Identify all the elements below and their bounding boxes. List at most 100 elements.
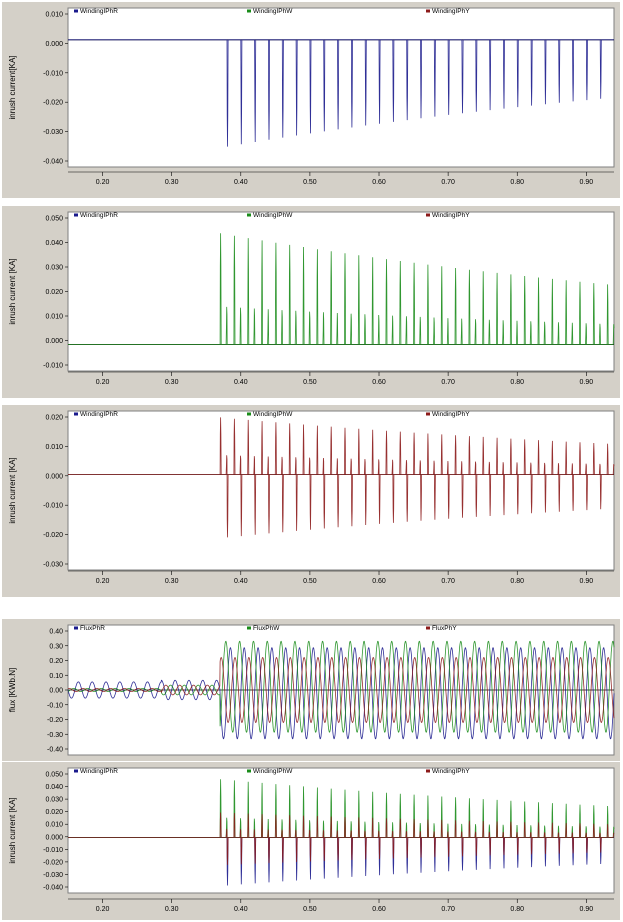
y-axis-label: inrush current[KA] [8, 55, 17, 119]
legend-label: WindingIPhW [253, 212, 293, 219]
x-tick-label: 0.80 [510, 179, 524, 186]
x-tick-label: 0.60 [372, 906, 386, 913]
chart-svg: 0.020 0.010 0.000 -0.010 -0.020 -0.030 inrush … [8, 410, 615, 585]
x-tick-label: 0.80 [510, 906, 524, 913]
x-tick-label: 0.50 [303, 578, 317, 585]
y-axis-label: inrush current [KA] [8, 797, 17, 863]
inrush-current-chart-three-phase: 0.050 0.040 0.030 0.020 0.010 0.000 -0.010 -0.0… [2, 762, 620, 920]
inrush-current-chart-phase-y: 0.020 0.010 0.000 -0.010 -0.020 -0.030 inrush … [2, 405, 620, 597]
series-line-WindingIPhY [68, 812, 615, 865]
legend-swatch [247, 626, 251, 630]
chart-svg: 0.050 0.040 0.030 0.020 0.010 0.000 -0.010 inru… [8, 211, 615, 386]
y-tick-label: -0.040 [43, 159, 63, 166]
series-line-FluxPhY [67, 656, 615, 724]
y-tick-label: -0.030 [43, 562, 63, 569]
chart-svg: 0.050 0.040 0.030 0.020 0.010 0.000 -0.010 -0.0… [8, 767, 615, 913]
y-tick-label: -0.020 [43, 100, 63, 107]
legend-label: WindingIPhR [80, 8, 118, 15]
chart-svg: 0.010 0.000 -0.010 -0.020 -0.030 -0.040 inrush… [8, 7, 615, 186]
y-tick-label: 0.020 [45, 809, 63, 816]
legend-swatch [74, 9, 78, 13]
legend-swatch [426, 213, 430, 217]
x-tick-label: 0.80 [510, 379, 524, 386]
y-tick-label: 0.020 [45, 415, 63, 422]
x-tick-label: 0.20 [96, 179, 110, 186]
x-tick-label: 0.70 [441, 179, 455, 186]
x-tick-label: 0.70 [441, 906, 455, 913]
x-tick-label: 0.50 [303, 179, 317, 186]
chart-svg: 0.40 0.30 0.20 0.10 0.00 -0.10 -0.20 -0.30 -0.40… [8, 624, 615, 756]
x-tick-label: 0.90 [580, 578, 594, 585]
legend-swatch [74, 769, 78, 773]
x-tick-label: 0.20 [96, 906, 110, 913]
x-tick-label: 0.60 [372, 179, 386, 186]
y-tick-label: -0.020 [43, 532, 63, 539]
y-tick-label: 0.30 [49, 643, 63, 650]
legend-swatch [74, 412, 78, 416]
legend-swatch [74, 213, 78, 217]
y-tick-label: 0.40 [49, 629, 63, 636]
y-tick-label: -0.010 [43, 503, 63, 510]
legend-label: WindingIPhY [432, 8, 470, 15]
x-tick-label: 0.50 [303, 379, 317, 386]
legend-swatch [247, 9, 251, 13]
legend-label: WindingIPhY [432, 212, 470, 219]
flux-chart-three-phase: 0.40 0.30 0.20 0.10 0.00 -0.10 -0.20 -0.30 -0.40… [2, 619, 620, 761]
y-axis-label: flux [KWb.N] [8, 668, 17, 712]
x-tick-label: 0.70 [441, 379, 455, 386]
x-tick-label: 0.30 [165, 179, 179, 186]
legend-swatch [426, 626, 430, 630]
y-tick-label: 0.010 [45, 822, 63, 829]
x-tick-label: 0.50 [303, 906, 317, 913]
x-tick-label: 0.40 [234, 379, 248, 386]
inrush-current-chart-phase-w: 0.050 0.040 0.030 0.020 0.010 0.000 -0.010 inru… [2, 206, 620, 398]
inrush-current-chart-phase-r: 0.010 0.000 -0.010 -0.020 -0.030 -0.040 inrush… [2, 2, 620, 198]
series-line-WindingIPhW [68, 233, 615, 345]
y-tick-label: 0.10 [49, 673, 63, 680]
legend-swatch [426, 769, 430, 773]
y-tick-label: 0.050 [45, 772, 63, 779]
y-tick-label: -0.010 [43, 70, 63, 77]
plot-area [67, 767, 615, 894]
x-tick-label: 0.90 [580, 906, 594, 913]
x-tick-label: 0.40 [234, 179, 248, 186]
x-tick-label: 0.20 [96, 379, 110, 386]
x-tick-label: 0.20 [96, 578, 110, 585]
x-tick-label: 0.80 [510, 578, 524, 585]
y-tick-label: 0.040 [45, 784, 63, 791]
y-axis-label: inrush current [KA] [8, 258, 17, 324]
legend-swatch [426, 9, 430, 13]
y-tick-label: 0.010 [45, 444, 63, 451]
legend-label: WindingIPhW [253, 411, 293, 418]
y-tick-label: -0.010 [43, 363, 63, 370]
series-line-WindingIPhR [68, 39, 614, 147]
legend-label: WindingIPhY [432, 768, 470, 775]
x-tick-label: 0.60 [372, 379, 386, 386]
legend-label: FluxPhR [80, 625, 105, 632]
y-tick-label: -0.30 [47, 732, 63, 739]
y-tick-label: 0.020 [45, 289, 63, 296]
x-tick-label: 0.40 [234, 578, 248, 585]
y-tick-label: 0.000 [45, 473, 63, 480]
plot-area [67, 7, 615, 168]
legend-label: WindingIPhR [80, 768, 118, 775]
legend-swatch [247, 769, 251, 773]
plot-area [67, 211, 615, 372]
x-tick-label: 0.60 [372, 578, 386, 585]
y-tick-label: 0.000 [45, 834, 63, 841]
y-tick-label: -0.40 [47, 747, 63, 754]
legend-swatch [74, 626, 78, 630]
x-tick-label: 0.30 [165, 379, 179, 386]
x-tick-label: 0.30 [165, 906, 179, 913]
y-tick-label: 0.030 [45, 797, 63, 804]
y-tick-label: 0.010 [45, 12, 63, 19]
y-tick-label: -0.040 [43, 885, 63, 892]
y-tick-label: -0.030 [43, 129, 63, 136]
y-tick-label: 0.000 [45, 338, 63, 345]
y-tick-label: 0.000 [45, 41, 63, 48]
y-tick-label: 0.010 [45, 314, 63, 321]
x-tick-label: 0.40 [234, 906, 248, 913]
y-tick-label: 0.030 [45, 265, 63, 272]
x-tick-label: 0.70 [441, 578, 455, 585]
legend-label: FluxPhW [253, 625, 280, 632]
